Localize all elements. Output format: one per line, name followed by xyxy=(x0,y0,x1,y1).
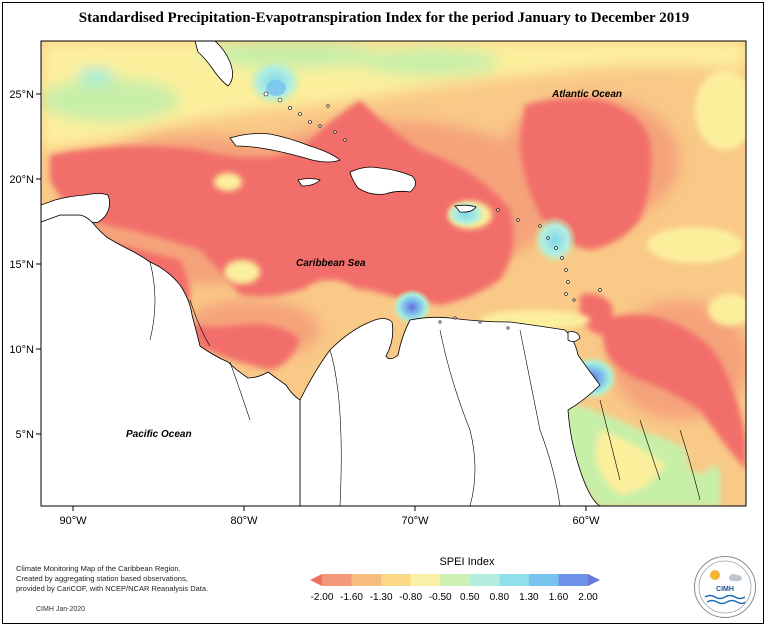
legend-cell xyxy=(528,574,559,586)
trinidad xyxy=(567,331,581,342)
lon-label-70w: 70°W xyxy=(401,515,429,527)
cuba xyxy=(229,133,341,163)
legend-cell xyxy=(469,574,500,586)
map-title: Standardised Precipitation-Evapotranspir… xyxy=(78,10,690,26)
legend-cells xyxy=(322,574,589,586)
legend-cell xyxy=(381,574,411,586)
legend-cell xyxy=(558,574,589,586)
hispaniola xyxy=(349,166,416,195)
island-chains xyxy=(263,91,602,330)
legend-cell xyxy=(440,574,471,586)
lat-label-15n: 15°N xyxy=(9,259,34,271)
legend-arrow-right xyxy=(588,574,600,586)
legend-label: 0.80 xyxy=(489,592,510,603)
legend-label: -1.30 xyxy=(369,592,393,603)
credit-line-3: provided by CariCOF, with NCEP/NCAR Rean… xyxy=(16,584,209,593)
wave-icon xyxy=(704,594,746,600)
legend-label: -0.80 xyxy=(399,592,423,603)
landmasses xyxy=(41,41,601,506)
legend-label: -2.00 xyxy=(310,592,334,603)
legend-label: 1.60 xyxy=(548,592,569,603)
spei-field xyxy=(41,41,746,506)
legend-label: 0.50 xyxy=(460,592,480,603)
legend-cell xyxy=(410,574,441,586)
credit-date: CIMH Jan-2020 xyxy=(36,606,86,613)
jamaica xyxy=(297,178,321,187)
legend-arrow-left xyxy=(310,574,322,586)
legend-labels: -2.00 -1.60 -1.30 -0.80 -0.50 0.50 0.80 … xyxy=(311,592,598,606)
lon-ticks xyxy=(72,506,587,511)
legend-colorbar xyxy=(310,574,600,586)
legend-label: 2.00 xyxy=(578,592,598,603)
south-america xyxy=(299,316,601,506)
logo-text: CIMH xyxy=(716,586,734,593)
cloud-icon xyxy=(729,573,742,582)
lat-label-5n: 5°N xyxy=(16,429,35,441)
legend-cell xyxy=(322,574,352,586)
sun-icon xyxy=(710,570,720,580)
lon-label-90w: 90°W xyxy=(59,515,87,527)
legend-label: -1.60 xyxy=(340,592,363,603)
credit-line-2: Created by aggregating station based obs… xyxy=(16,574,188,583)
lat-ticks xyxy=(36,93,41,435)
yucatan xyxy=(41,193,110,224)
florida xyxy=(194,41,233,87)
legend-cell xyxy=(499,574,530,586)
central-america xyxy=(41,214,301,506)
cimh-logo: CIMH xyxy=(694,556,756,618)
field-guianas xyxy=(560,400,720,506)
legend-title: SPEI Index xyxy=(439,556,495,568)
pacific-ocean-label: Pacific Ocean xyxy=(126,429,192,440)
atlantic-ocean-label: Atlantic Ocean xyxy=(551,89,622,100)
lat-label-10n: 10°N xyxy=(9,344,34,356)
cimh-logo-art: CIMH xyxy=(698,560,752,614)
legend-label: -0.50 xyxy=(428,592,452,603)
lat-label-25n: 25°N xyxy=(9,89,34,101)
legend-cell xyxy=(351,574,382,586)
lon-label-60w: 60°W xyxy=(572,515,600,527)
map-border xyxy=(40,40,747,507)
credit-text: Climate Monitoring Map of the Caribbean … xyxy=(16,564,216,594)
borders xyxy=(149,261,701,506)
lon-label-80w: 80°W xyxy=(230,515,258,527)
lat-label-20n: 20°N xyxy=(9,174,34,186)
caribbean-sea-label: Caribbean Sea xyxy=(296,258,366,269)
legend-label: 1.30 xyxy=(519,592,539,603)
credit-line-1: Climate Monitoring Map of the Caribbean … xyxy=(16,564,181,573)
puerto-rico xyxy=(454,204,477,213)
